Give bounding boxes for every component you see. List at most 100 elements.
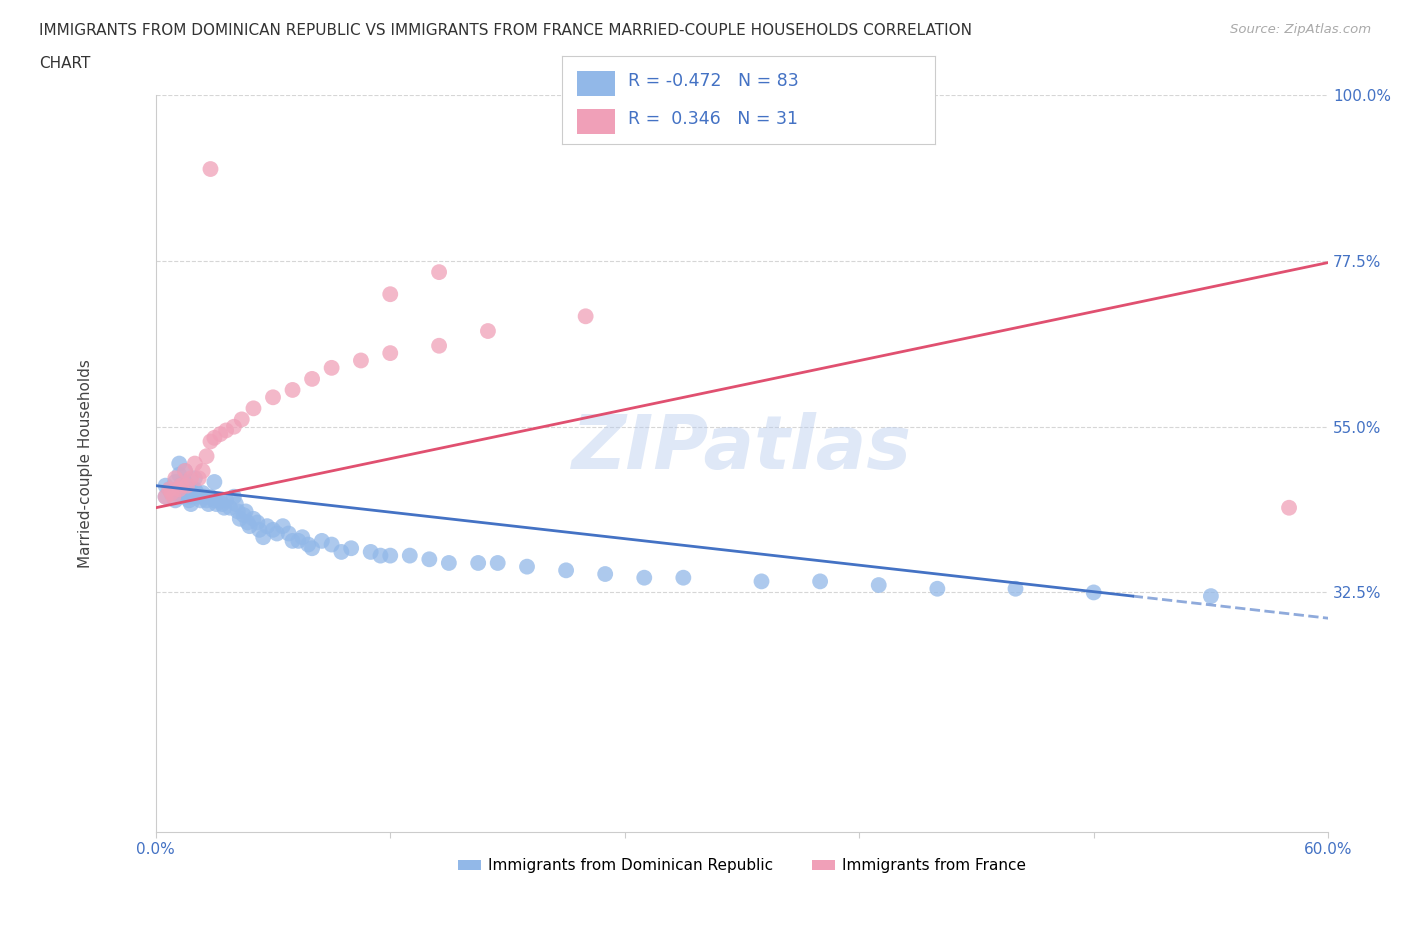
Point (427, 265, 450, 280)
Point (222, 419, 245, 434)
Legend: Immigrants from Dominican Republic, Immigrants from France: Immigrants from Dominican Republic, Immi… (451, 852, 1032, 880)
Point (159, 482, 181, 497)
Point (575, 309, 598, 324)
Point (380, 346, 402, 361)
Point (225, 497, 247, 512)
Point (159, 482, 181, 497)
Point (202, 474, 225, 489)
Point (176, 489, 198, 504)
Point (232, 508, 254, 523)
Point (170, 478, 193, 493)
Point (398, 548, 420, 563)
Point (360, 544, 382, 559)
Point (160, 485, 183, 500)
Point (170, 489, 193, 504)
Point (231, 412, 253, 427)
Point (155, 489, 177, 504)
Point (477, 324, 499, 339)
Point (427, 339, 450, 353)
Point (209, 493, 232, 508)
Point (751, 574, 773, 589)
Y-axis label: Married-couple Households: Married-couple Households (79, 359, 93, 568)
Point (215, 493, 238, 508)
Point (165, 474, 187, 489)
Text: R = -0.472   N = 83: R = -0.472 N = 83 (627, 72, 799, 89)
Point (167, 456, 190, 471)
Point (191, 485, 214, 500)
Point (238, 519, 260, 534)
Point (330, 544, 353, 559)
Point (555, 563, 578, 578)
Text: IMMIGRANTS FROM DOMINICAN REPUBLIC VS IMMIGRANTS FROM FRANCE MARRIED-COUPLE HOUS: IMMIGRANTS FROM DOMINICAN REPUBLIC VS IM… (39, 23, 973, 38)
Point (197, 497, 219, 512)
Point (212, 500, 235, 515)
Point (205, 497, 228, 512)
Point (167, 482, 190, 497)
Point (219, 500, 242, 515)
Point (174, 485, 197, 500)
Point (229, 512, 252, 526)
Point (174, 474, 197, 489)
Point (186, 485, 208, 500)
Point (202, 493, 225, 508)
Point (380, 286, 402, 301)
Point (291, 530, 314, 545)
Bar (578, 109, 614, 134)
Point (174, 463, 197, 478)
Point (195, 449, 218, 464)
Text: CHART: CHART (39, 56, 91, 71)
Point (301, 371, 323, 386)
Point (222, 489, 245, 504)
Point (200, 162, 222, 177)
Point (200, 434, 222, 449)
Point (184, 471, 207, 485)
Point (467, 555, 489, 570)
Point (262, 523, 284, 538)
Point (252, 530, 274, 545)
Point (180, 482, 202, 497)
Point (486, 555, 509, 570)
Point (180, 497, 202, 512)
Point (271, 519, 294, 534)
Point (297, 538, 319, 552)
Point (215, 423, 238, 438)
Point (277, 526, 299, 541)
Point (927, 581, 949, 596)
Point (321, 361, 343, 376)
Point (162, 489, 184, 504)
Point (155, 478, 177, 493)
Text: Source: ZipAtlas.com: Source: ZipAtlas.com (1230, 23, 1371, 36)
Point (868, 578, 890, 592)
Point (242, 401, 264, 416)
Point (672, 570, 695, 585)
Point (177, 493, 200, 508)
Point (1004, 581, 1026, 596)
Point (170, 478, 193, 493)
Point (262, 390, 284, 405)
Point (165, 471, 187, 485)
Point (211, 497, 233, 512)
Point (190, 493, 212, 508)
Point (266, 526, 288, 541)
Point (247, 523, 270, 538)
Bar (578, 71, 614, 96)
Point (350, 353, 373, 368)
Point (180, 489, 202, 504)
Point (226, 504, 249, 519)
Point (202, 431, 225, 445)
Point (593, 566, 616, 581)
Point (209, 427, 232, 442)
Point (1278, 500, 1301, 515)
Point (1083, 585, 1105, 600)
Point (176, 478, 198, 493)
Point (380, 548, 402, 563)
Point (184, 482, 207, 497)
Point (301, 541, 323, 556)
Text: R =  0.346   N = 31: R = 0.346 N = 31 (627, 110, 797, 127)
Point (235, 504, 257, 519)
Point (516, 559, 538, 574)
Point (633, 570, 655, 585)
Point (187, 489, 209, 504)
Point (236, 515, 259, 530)
Point (281, 534, 304, 549)
